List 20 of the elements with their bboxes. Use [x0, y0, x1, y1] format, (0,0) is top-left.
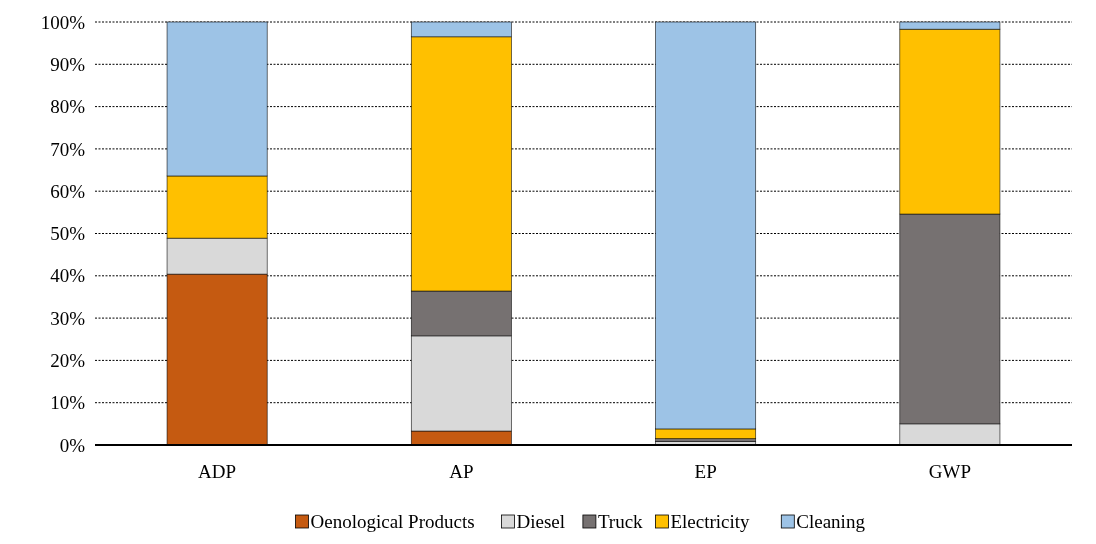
y-tick-label: 60%: [50, 180, 86, 202]
x-tick-label: GWP: [928, 461, 971, 482]
legend-label: Truck: [597, 511, 644, 532]
x-tick-label: ADP: [198, 461, 237, 482]
y-tick-label: 80%: [50, 96, 86, 118]
legend-label: Electricity: [670, 511, 751, 532]
legend-label: Diesel: [516, 511, 566, 532]
y-tick-label: 10%: [50, 392, 86, 414]
y-tick-label: 100%: [40, 11, 86, 33]
y-tick-label: 90%: [50, 53, 86, 75]
y-tick-label: 20%: [50, 350, 86, 372]
legend-label: Oenological Products: [310, 511, 475, 532]
y-tick-label: 30%: [50, 307, 86, 329]
y-tick-label: 0%: [59, 434, 86, 456]
legend-label: Cleaning: [796, 511, 866, 532]
x-tick-label: EP: [694, 461, 717, 482]
y-tick-label: 50%: [50, 223, 86, 245]
y-tick-label: 40%: [50, 265, 86, 287]
y-tick-label: 70%: [50, 138, 86, 160]
x-tick-label: AP: [449, 461, 474, 482]
